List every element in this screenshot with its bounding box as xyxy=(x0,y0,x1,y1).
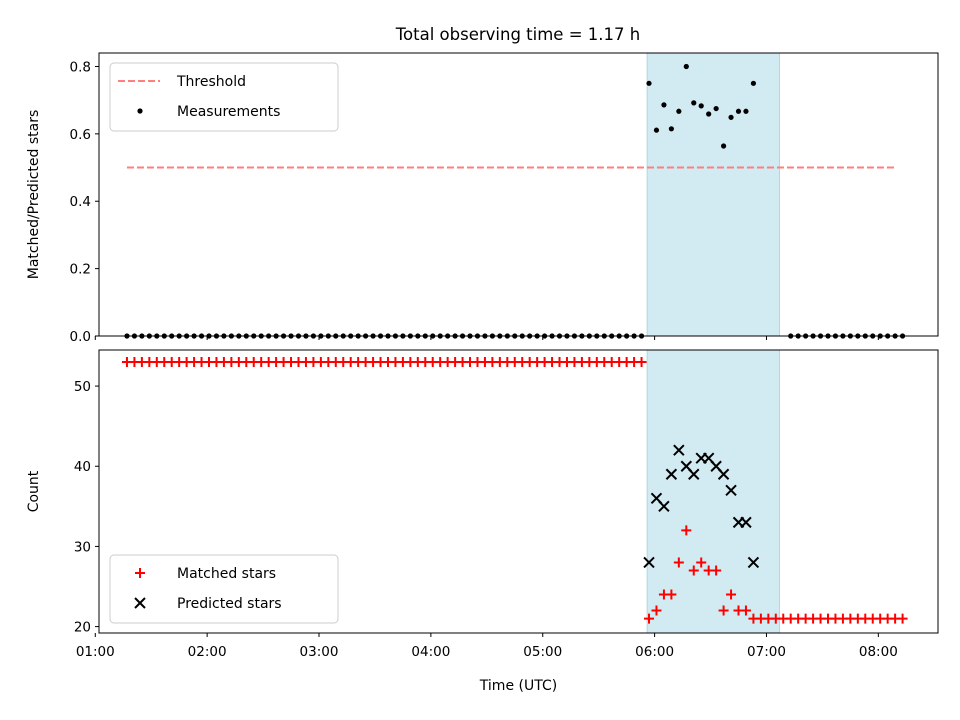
count-plus-point xyxy=(718,605,729,616)
count-plus-point xyxy=(636,357,647,368)
count-y-tick-label: 30 xyxy=(74,539,91,555)
count-legend-label: Matched stars xyxy=(177,566,276,582)
count-x-point xyxy=(717,468,730,480)
legend-dot-swatch xyxy=(137,108,143,114)
ratio-dot-point xyxy=(646,80,652,86)
count-x-point xyxy=(673,444,685,456)
count-x-point xyxy=(740,516,752,529)
x-tick-label: 07:00 xyxy=(747,644,786,660)
ratio-dot-point xyxy=(676,108,682,114)
ratio-dot-point xyxy=(735,108,742,114)
count-plus-point xyxy=(711,565,722,576)
x-tick-label: 02:00 xyxy=(188,644,227,660)
count-plus-point xyxy=(688,565,699,576)
x-tick-label: 04:00 xyxy=(411,644,450,660)
count-plus-point xyxy=(681,525,692,536)
x-tick-label: 06:00 xyxy=(635,644,674,660)
ratio-dot-point xyxy=(706,111,712,117)
ratio-y-tick-label: 0.0 xyxy=(70,329,91,345)
ratio-dot-point xyxy=(683,63,689,70)
ratio-legend-label: Threshold xyxy=(176,74,246,90)
count-plus-point xyxy=(666,589,677,600)
count-x-point xyxy=(688,468,700,480)
ratio-dot-point xyxy=(668,126,674,132)
count-plus-point xyxy=(897,613,908,624)
x-tick-label: 03:00 xyxy=(300,644,339,660)
count-x-point xyxy=(665,468,678,480)
ratio-dot-point xyxy=(691,100,697,106)
ratio-panel: 0.0 0.2 0.4 0.6 0.8 Matched/Predicted stars Th… xyxy=(26,52,939,345)
count-plus-point xyxy=(726,589,737,600)
count-x-point xyxy=(658,500,670,513)
count-legend-label: Predicted stars xyxy=(177,596,282,612)
ratio-y-axis-label: Matched/Predicted stars xyxy=(26,110,42,280)
legend-x-swatch xyxy=(134,597,146,609)
ratio-y-tick-label: 0.4 xyxy=(70,194,91,210)
legend-plus-swatch xyxy=(135,568,145,578)
ratio-shaded-interval xyxy=(646,52,781,337)
figure-title: Total observing time = 1.17 h xyxy=(395,25,640,44)
ratio-dot-point xyxy=(653,127,660,133)
x-tick-label: 08:00 xyxy=(859,644,898,660)
ratio-legend-label: Measurements xyxy=(177,104,280,120)
count-axes-frame xyxy=(98,349,939,634)
ratio-legend xyxy=(109,62,339,132)
ratio-dot-point xyxy=(720,143,727,149)
count-x-point xyxy=(643,556,655,569)
count-plus-point xyxy=(651,605,662,616)
ratio-y-tick-label: 0.2 xyxy=(70,262,91,278)
count-plus-point xyxy=(673,557,684,568)
count-x-point xyxy=(747,556,760,569)
ratio-axes-frame xyxy=(98,52,939,337)
x-tick-label: 01:00 xyxy=(76,644,115,660)
ratio-y-tick-label: 0.8 xyxy=(70,59,91,75)
count-plus-point xyxy=(740,605,751,616)
ratio-dot-point xyxy=(713,105,719,112)
ratio-dot-point xyxy=(750,80,757,86)
count-legend xyxy=(109,554,339,624)
count-plus-point xyxy=(644,613,655,624)
count-y-tick-label: 50 xyxy=(74,379,91,395)
ratio-dot-point xyxy=(743,108,749,114)
count-y-tick-label: 20 xyxy=(74,620,91,636)
count-y-tick-label: 40 xyxy=(74,459,91,475)
count-x-point xyxy=(725,484,737,497)
count-plus-point xyxy=(696,557,707,568)
ratio-dot-point xyxy=(728,114,734,120)
ratio-dot-point xyxy=(698,103,704,109)
x-tick-label: 05:00 xyxy=(523,644,562,660)
count-y-axis-label: Count xyxy=(26,470,42,512)
ratio-y-tick-label: 0.6 xyxy=(70,127,91,143)
x-axis-label: Time (UTC) xyxy=(479,678,557,694)
ratio-dot-point xyxy=(661,102,667,108)
count-panel: 20 30 40 50 01:00 02:00 03:00 04:00 05:00 06:00 07… xyxy=(26,349,939,694)
count-shaded-interval xyxy=(646,349,781,634)
